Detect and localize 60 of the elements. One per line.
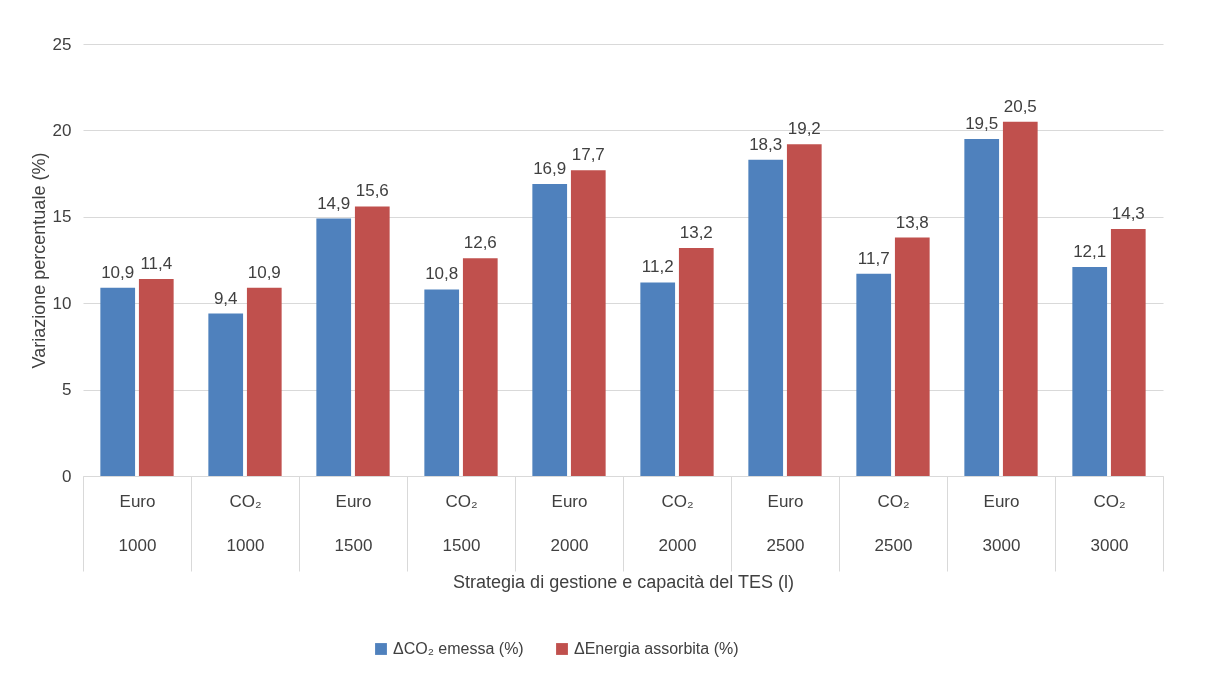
- data-label: 14,3: [1111, 203, 1145, 223]
- y-tick-label: 20: [52, 120, 72, 140]
- category-label: Euro 2500: [766, 491, 805, 555]
- bar: [138, 279, 174, 476]
- category-label: CO₂ 2500: [874, 491, 913, 555]
- category-label: CO₂ 1500: [442, 491, 481, 555]
- y-tick-label: 15: [52, 207, 72, 227]
- category-label: Euro 1000: [118, 491, 157, 555]
- data-label: 13,8: [895, 212, 929, 232]
- y-tick-label: 25: [52, 34, 72, 54]
- data-label: 19,2: [787, 119, 821, 139]
- bar: [678, 247, 714, 476]
- y-axis-title: Variazione percentuale (%): [28, 152, 49, 369]
- legend-label: ΔCO₂ emessa (%): [393, 640, 524, 657]
- bar: [1002, 121, 1038, 476]
- data-label: 11,7: [857, 248, 890, 268]
- data-label: 9,4: [213, 288, 238, 308]
- bar: [354, 206, 390, 476]
- bar: [856, 273, 892, 476]
- category-label: Euro 3000: [982, 491, 1021, 555]
- category-label: CO₂ 3000: [1090, 491, 1129, 555]
- bar: [208, 313, 244, 476]
- data-label: 18,3: [749, 134, 783, 154]
- bar: [570, 170, 606, 476]
- data-label: 12,6: [463, 233, 497, 253]
- data-label: 11,4: [140, 254, 173, 274]
- bar: [246, 287, 282, 476]
- data-label: 19,5: [965, 114, 999, 134]
- data-label: 10,9: [247, 262, 281, 282]
- bar: [640, 282, 676, 476]
- bar: [786, 144, 822, 476]
- category-label: CO₂ 2000: [658, 491, 697, 555]
- bar: [1072, 266, 1108, 476]
- data-label: 11,2: [641, 257, 674, 277]
- y-tick-label: 0: [62, 466, 72, 486]
- data-label: 16,9: [533, 158, 567, 178]
- data-label: 14,9: [317, 193, 351, 213]
- bar: [1110, 228, 1146, 476]
- bar: [316, 218, 352, 476]
- bar: [424, 289, 460, 476]
- data-label: 12,1: [1073, 241, 1107, 261]
- data-label: 17,7: [571, 145, 605, 165]
- bar: [964, 139, 1000, 476]
- category-label: Euro 2000: [550, 491, 589, 555]
- bar: [532, 183, 568, 476]
- data-label: 15,6: [355, 181, 389, 201]
- bar: [748, 159, 784, 476]
- data-label: 10,8: [425, 264, 459, 284]
- legend-label: ΔEnergia assorbita (%): [574, 640, 739, 657]
- y-tick-label: 10: [52, 293, 72, 313]
- category-label: Euro 1500: [334, 491, 373, 555]
- bar: [462, 258, 498, 476]
- data-label: 10,9: [101, 262, 135, 282]
- data-label: 20,5: [1003, 96, 1037, 116]
- x-axis-title: Strategia di gestione e capacità del TES (l): [453, 572, 794, 592]
- category-label: CO₂ 1000: [226, 491, 265, 555]
- bar: [894, 237, 930, 476]
- data-label: 13,2: [679, 222, 713, 242]
- y-tick-label: 5: [62, 380, 72, 400]
- bar: [100, 287, 136, 476]
